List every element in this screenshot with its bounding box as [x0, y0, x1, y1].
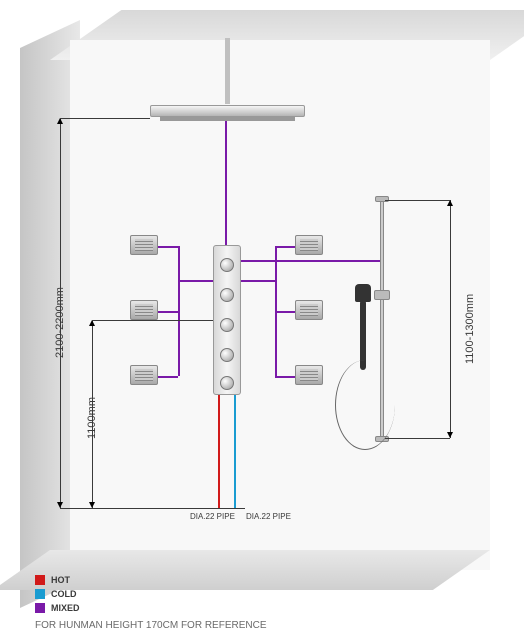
slide-bar-cap-top — [375, 196, 389, 202]
dim-line-bar — [450, 200, 451, 438]
valve-knob-3 — [220, 348, 234, 362]
diagram-canvas: 2100-2200mm 1100mm 1100-1300mm DIA.22 PIPE D… — [0, 0, 524, 640]
slide-bar-holder — [374, 290, 390, 300]
dim-label-valve: 1100mm — [86, 397, 98, 439]
label-cold-pipe: DIA.22 PIPE — [246, 512, 291, 521]
valve-knob-1 — [220, 288, 234, 302]
body-jet-right-0 — [295, 235, 323, 255]
dim-ext-3 — [385, 200, 450, 201]
pipe-mixed-right-stub-1 — [275, 311, 295, 313]
legend-label-hot: HOT — [51, 575, 70, 585]
pipe-mixed-left-bus — [178, 246, 180, 376]
legend-swatch-cold — [35, 589, 45, 599]
dim-ext-4 — [385, 438, 450, 439]
dim-ext-0 — [60, 118, 150, 119]
body-jet-right-1 — [295, 300, 323, 320]
pipe-hot — [218, 395, 220, 508]
dim-ext-2 — [60, 508, 245, 509]
dim-label-total: 2100-2200mm — [54, 287, 66, 358]
floor — [0, 550, 490, 590]
label-hot-pipe: DIA.22 PIPE — [190, 512, 235, 521]
valve-panel — [213, 245, 241, 395]
body-jet-right-2 — [295, 365, 323, 385]
pipe-mixed-left-stub-2 — [158, 376, 178, 378]
body-jet-left-0 — [130, 235, 158, 255]
pipe-mixed-left-to-panel — [178, 280, 213, 282]
pipe-mixed-right-stub-2 — [275, 376, 295, 378]
pipe-mixed-left-stub-1 — [158, 311, 178, 313]
pipe-mixed-to-bar — [241, 260, 380, 262]
pipe-mixed-right-stub-0 — [275, 246, 295, 248]
valve-knob-2 — [220, 318, 234, 332]
dim-ext-1 — [92, 320, 213, 321]
dim-label-bar: 1100-1300mm — [464, 294, 476, 364]
ceiling-shower-head — [150, 105, 305, 117]
valve-knob-0 — [220, 258, 234, 272]
footer-note: FOR HUNMAN HEIGHT 170CM FOR REFERENCE — [35, 620, 267, 631]
valve-knob-4 — [220, 376, 234, 390]
legend-label-mixed: MIXED — [51, 603, 80, 613]
pipe-mixed-main — [225, 118, 227, 245]
hose — [335, 360, 395, 450]
ceiling-shower-face — [160, 117, 295, 121]
legend-label-cold: COLD — [51, 589, 77, 599]
ceiling-arm — [225, 38, 230, 104]
pipe-cold — [234, 395, 236, 508]
legend-swatch-hot — [35, 575, 45, 585]
pipe-mixed-right-to-panel — [241, 280, 275, 282]
legend-swatch-mixed — [35, 603, 45, 613]
body-jet-left-1 — [130, 300, 158, 320]
body-jet-left-2 — [130, 365, 158, 385]
pipe-mixed-left-stub-0 — [158, 246, 178, 248]
